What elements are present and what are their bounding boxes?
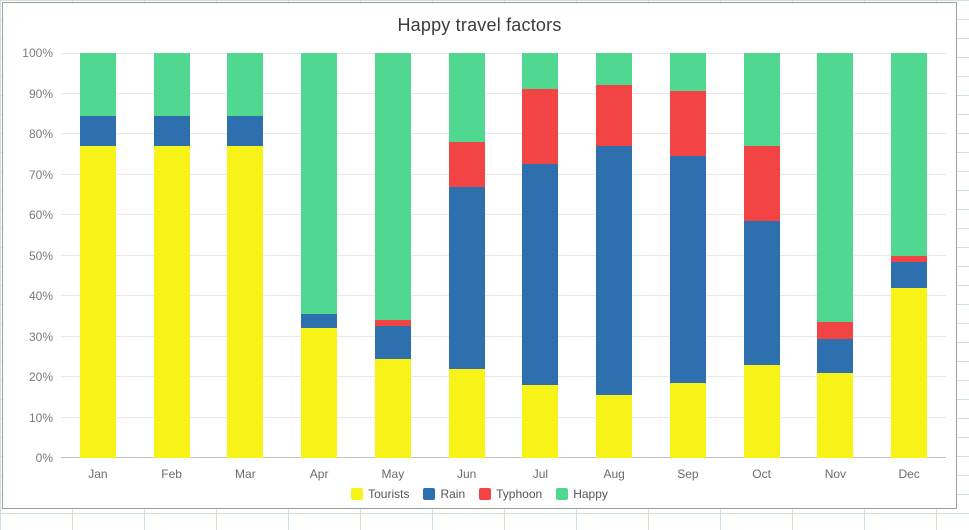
bar-aug-tourists[interactable]: [596, 395, 633, 458]
y-axis-tick-label: 10%: [28, 410, 53, 425]
bar-dec-typhoon[interactable]: [891, 255, 928, 262]
bar-may-typhoon[interactable]: [374, 320, 411, 327]
bar-feb-rain[interactable]: [153, 115, 190, 147]
x-axis-label-feb: Feb: [161, 467, 182, 481]
bar-feb-happy[interactable]: [153, 53, 190, 116]
x-axis-label-may: May: [381, 467, 405, 481]
bar-nov-happy[interactable]: [817, 53, 854, 323]
bar-may-happy[interactable]: [374, 53, 411, 321]
bar-mar-tourists[interactable]: [227, 146, 264, 458]
bar-jun-typhoon[interactable]: [448, 142, 485, 187]
y-axis-tick-label: 40%: [28, 289, 53, 303]
legend-swatch-tourists: [351, 488, 364, 500]
legend-swatch-happy: [556, 488, 569, 500]
legend-item-rain[interactable]: Rain: [423, 487, 465, 501]
bar-jun-rain[interactable]: [448, 186, 485, 369]
x-axis-label-sep: Sep: [677, 467, 699, 481]
legend-label: Typhoon: [496, 487, 543, 501]
bar-nov-typhoon[interactable]: [817, 322, 854, 339]
legend-swatch-rain: [423, 488, 436, 500]
bar-may-rain[interactable]: [374, 326, 411, 359]
bar-feb-tourists[interactable]: [153, 146, 190, 458]
gridline: [61, 376, 946, 377]
y-axis-tick-label: 80%: [28, 127, 53, 141]
bar-jan-rain[interactable]: [79, 115, 116, 147]
legend-label: Happy: [573, 487, 608, 501]
bar-apr-tourists[interactable]: [301, 328, 338, 458]
x-axis-label-mar: Mar: [235, 467, 256, 481]
bar-dec-happy[interactable]: [891, 53, 928, 256]
y-axis-tick-label: 60%: [28, 208, 53, 222]
bar-jul-tourists[interactable]: [522, 385, 559, 458]
bar-aug-typhoon[interactable]: [596, 85, 633, 147]
bar-dec-rain[interactable]: [891, 261, 928, 288]
y-axis-tick-label: 50%: [28, 248, 53, 263]
bar-aug-rain[interactable]: [596, 146, 633, 396]
y-axis-tick-label: 0%: [35, 451, 53, 465]
chart-panel: Happy travel factors 0% 10% 20% 30% 40% 50% 60…: [2, 2, 957, 509]
bar-apr-happy[interactable]: [301, 53, 338, 315]
gridline: [61, 53, 946, 54]
gridline: [61, 92, 946, 94]
legend-item-typhoon[interactable]: Typhoon: [479, 487, 542, 501]
gridline: [61, 254, 946, 256]
bar-apr-rain[interactable]: [301, 314, 338, 329]
legend-item-happy[interactable]: Happy: [556, 487, 608, 501]
chart-title: Happy travel factors: [397, 15, 562, 35]
x-axis-label-oct: Oct: [752, 467, 771, 481]
bar-jun-tourists[interactable]: [448, 368, 485, 458]
y-axis-tick-label: 20%: [28, 370, 53, 384]
bar-jul-happy[interactable]: [522, 53, 559, 90]
bar-oct-tourists[interactable]: [743, 364, 780, 458]
bar-jul-typhoon[interactable]: [522, 89, 559, 165]
bar-jul-rain[interactable]: [522, 164, 559, 386]
gridline: [61, 295, 946, 296]
bar-sep-typhoon[interactable]: [669, 91, 706, 157]
bar-mar-rain[interactable]: [227, 115, 264, 147]
bar-oct-happy[interactable]: [743, 53, 780, 147]
legend-swatch-typhoon: [479, 488, 492, 500]
bar-sep-rain[interactable]: [669, 156, 706, 384]
x-axis-label-nov: Nov: [824, 467, 847, 481]
bar-jun-happy[interactable]: [448, 53, 485, 143]
bar-mar-happy[interactable]: [227, 53, 264, 116]
bar-jan-tourists[interactable]: [79, 146, 116, 458]
x-axis-label-dec: Dec: [898, 467, 920, 481]
bar-oct-rain[interactable]: [743, 221, 780, 365]
bar-nov-tourists[interactable]: [817, 372, 854, 458]
x-axis-label-aug: Aug: [603, 467, 625, 481]
plot-area: [61, 53, 946, 458]
y-axis-tick-label: 90%: [28, 86, 53, 101]
x-axis-label-jun: Jun: [456, 467, 477, 481]
bar-oct-typhoon[interactable]: [743, 146, 780, 222]
bar-aug-happy[interactable]: [596, 53, 633, 86]
gridline: [61, 335, 946, 337]
legend-label: Tourists: [368, 487, 410, 501]
x-axis-label-jan: Jan: [88, 467, 108, 481]
bar-nov-rain[interactable]: [817, 338, 854, 373]
x-axis-line: [61, 457, 946, 458]
gridline: [61, 214, 946, 215]
legend: Tourists Rain Typhoon Happy: [3, 487, 956, 501]
gridline: [61, 133, 946, 134]
bar-dec-tourists[interactable]: [891, 287, 928, 458]
bar-sep-happy[interactable]: [669, 53, 706, 92]
y-axis-tick-label: 100%: [22, 46, 53, 60]
y-axis-tick-label: 30%: [28, 329, 53, 344]
gridline: [61, 173, 946, 175]
bar-jan-happy[interactable]: [79, 53, 116, 116]
x-axis-label-apr: Apr: [309, 467, 329, 481]
legend-item-tourists[interactable]: Tourists: [351, 487, 409, 501]
x-axis-label-jul: Jul: [532, 467, 549, 481]
bar-may-tourists[interactable]: [374, 358, 411, 458]
gridline: [61, 416, 946, 418]
legend-label: Rain: [440, 487, 466, 501]
bar-sep-tourists[interactable]: [669, 383, 706, 458]
y-axis-tick-label: 70%: [28, 167, 53, 182]
